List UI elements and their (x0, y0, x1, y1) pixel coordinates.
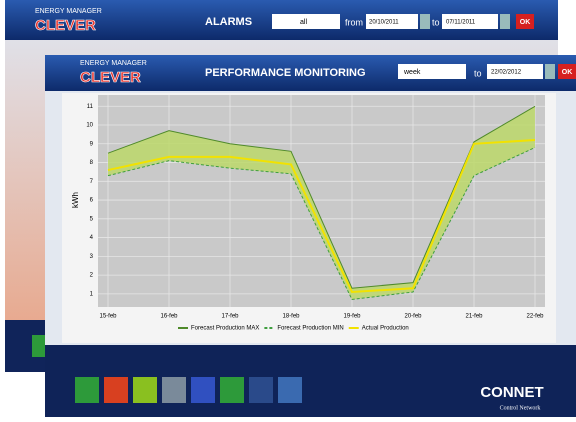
panel-icon[interactable] (278, 377, 302, 403)
search-button[interactable] (500, 14, 510, 29)
x-tick-label: 22-feb (526, 314, 544, 320)
logo-top: ENERGY MANAGER (80, 60, 147, 67)
trend-icon[interactable] (249, 377, 273, 403)
y-tick-label: 10 (86, 123, 93, 129)
window-title: PERFORMANCE MONITORING (205, 67, 366, 79)
ok-label: OK (520, 19, 531, 26)
y-axis-label: kWh (71, 192, 80, 208)
to-label: to (432, 17, 440, 27)
period-value: week (403, 69, 421, 76)
brand: CONNET (480, 384, 543, 401)
to-label: to (474, 68, 482, 78)
window-title: ALARMS (205, 16, 252, 28)
sun-icon[interactable] (133, 377, 157, 403)
legend-label: Actual Production (362, 326, 409, 332)
x-tick-label: 18-feb (282, 314, 300, 320)
alarm-icon[interactable] (220, 377, 244, 403)
filter-value: all (300, 19, 307, 26)
logo: CLEVER (35, 17, 96, 34)
legend-label: Forecast Production MAX (191, 326, 259, 332)
x-tick-label: 16-feb (160, 314, 178, 320)
legend-label: Forecast Production MIN (277, 326, 343, 332)
x-tick-label: 17-feb (221, 314, 239, 320)
screenshot: ENERGY MANAGER CLEVER ALARMS all from 20… (0, 0, 576, 417)
y-tick-label: 11 (87, 104, 94, 110)
home-icon[interactable] (75, 377, 99, 403)
tagline: Control Network (500, 405, 541, 411)
logo: CLEVER (80, 69, 141, 86)
from-date: 20/10/2011 (369, 20, 399, 26)
search-button[interactable] (420, 14, 430, 29)
x-tick-label: 20-feb (404, 314, 422, 320)
x-tick-label: 21-feb (465, 314, 483, 320)
ok-label: OK (562, 69, 573, 76)
bars-icon[interactable] (191, 377, 215, 403)
to-date: 07/11/2011 (446, 20, 476, 26)
logo-top: ENERGY MANAGER (35, 8, 102, 15)
refresh-icon[interactable] (104, 377, 128, 403)
date: 22/02/2012 (491, 70, 522, 76)
x-tick-label: 19-feb (343, 314, 361, 320)
euro-icon[interactable] (162, 377, 186, 403)
search-button[interactable] (545, 64, 555, 79)
x-tick-label: 15-feb (99, 314, 117, 320)
from-label: from (345, 17, 363, 27)
